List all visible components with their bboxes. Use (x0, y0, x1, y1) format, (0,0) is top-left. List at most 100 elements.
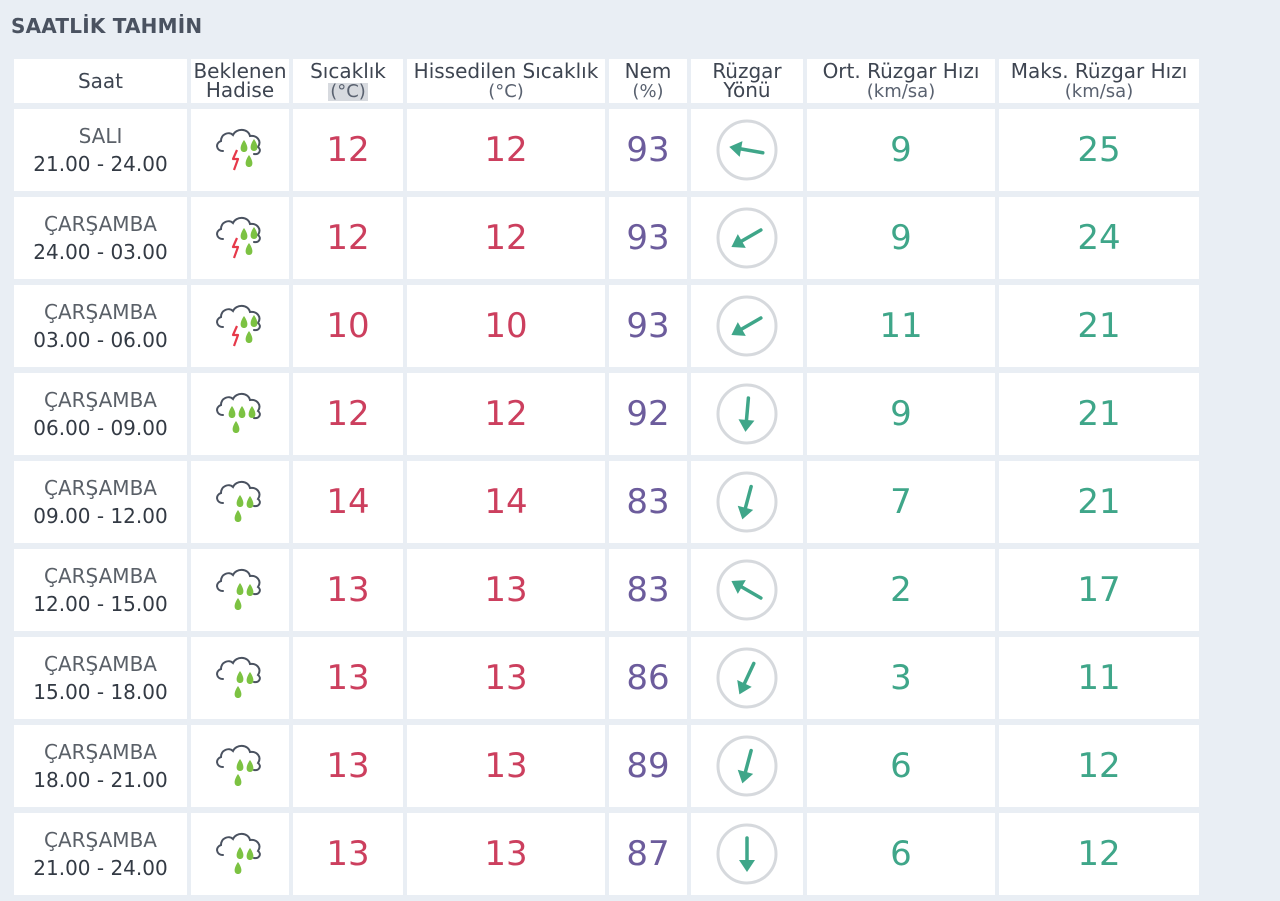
header-humidity: Nem (%) (609, 59, 687, 103)
rain-icon (191, 652, 289, 704)
day-label: ÇARŞAMBA (44, 300, 157, 324)
header-feels-like-unit: (°C) (488, 80, 524, 102)
feels-like-cell: 14 (407, 461, 605, 543)
max-wind-speed-cell: 12 (999, 725, 1199, 807)
max-wind-speed-cell: 21 (999, 461, 1199, 543)
wind-direction-cell (691, 637, 803, 719)
time-range-label: 09.00 - 12.00 (33, 504, 168, 528)
humidity-value: 93 (626, 306, 670, 346)
temperature-cell: 12 (293, 373, 403, 455)
average-wind-speed-value: 11 (879, 306, 923, 346)
average-wind-speed-value: 2 (890, 570, 912, 610)
feels-like-cell: 13 (407, 637, 605, 719)
temperature-cell: 13 (293, 549, 403, 631)
wind-direction-cell (691, 725, 803, 807)
time-cell: ÇARŞAMBA 03.00 - 06.00 (14, 285, 187, 367)
average-wind-speed-cell: 6 (807, 725, 995, 807)
temperature-value: 10 (326, 306, 370, 346)
thunderstorm-rain-icon (191, 124, 289, 176)
wind-direction-arrow-icon (691, 734, 803, 798)
wind-direction-cell (691, 549, 803, 631)
feels-like-value: 10 (484, 306, 528, 346)
feels-like-value: 13 (484, 746, 528, 786)
wind-direction-arrow-icon (691, 118, 803, 182)
time-range-label: 15.00 - 18.00 (33, 680, 168, 704)
table-row: SALI 21.00 - 24.00 12 12 93 9 25 (14, 109, 1199, 191)
max-wind-speed-value: 24 (1077, 218, 1121, 258)
average-wind-speed-value: 9 (890, 394, 912, 434)
max-wind-speed-value: 17 (1077, 570, 1121, 610)
humidity-cell: 89 (609, 725, 687, 807)
table-row: ÇARŞAMBA 12.00 - 15.00 13 13 83 2 17 (14, 549, 1199, 631)
humidity-cell: 92 (609, 373, 687, 455)
table-row: ÇARŞAMBA 03.00 - 06.00 10 10 93 11 21 (14, 285, 1199, 367)
table-header-row: Saat Beklenen Hadise Sıcaklık (°C) Hisse… (14, 59, 1199, 103)
feels-like-value: 12 (484, 218, 528, 258)
average-wind-speed-cell: 9 (807, 197, 995, 279)
weather-cell (191, 813, 289, 895)
day-label: ÇARŞAMBA (44, 828, 157, 852)
max-wind-speed-cell: 25 (999, 109, 1199, 191)
header-humidity-label: Nem (624, 58, 672, 83)
temperature-value: 12 (326, 394, 370, 434)
weather-cell (191, 285, 289, 367)
wind-direction-cell (691, 109, 803, 191)
temperature-value: 12 (326, 130, 370, 170)
rain-icon (191, 828, 289, 880)
rain-icon (191, 740, 289, 792)
time-cell: ÇARŞAMBA 18.00 - 21.00 (14, 725, 187, 807)
feels-like-value: 12 (484, 394, 528, 434)
table-row: ÇARŞAMBA 09.00 - 12.00 14 14 83 7 21 (14, 461, 1199, 543)
weather-cell (191, 197, 289, 279)
table-row: ÇARŞAMBA 24.00 - 03.00 12 12 93 9 24 (14, 197, 1199, 279)
time-range-label: 21.00 - 24.00 (33, 856, 168, 880)
day-label: ÇARŞAMBA (44, 652, 157, 676)
feels-like-cell: 10 (407, 285, 605, 367)
humidity-cell: 93 (609, 197, 687, 279)
day-label: ÇARŞAMBA (44, 476, 157, 500)
humidity-value: 83 (626, 482, 670, 522)
temperature-cell: 13 (293, 637, 403, 719)
feels-like-value: 14 (484, 482, 528, 522)
time-cell: ÇARŞAMBA 24.00 - 03.00 (14, 197, 187, 279)
feels-like-value: 13 (484, 834, 528, 874)
humidity-cell: 93 (609, 285, 687, 367)
header-max-wind-unit: (km/sa) (1064, 80, 1134, 102)
temperature-cell: 12 (293, 197, 403, 279)
wind-direction-arrow-icon (691, 206, 803, 270)
header-wind-direction: Rüzgar Yönü (691, 59, 803, 103)
humidity-cell: 93 (609, 109, 687, 191)
feels-like-cell: 12 (407, 373, 605, 455)
thunderstorm-rain-icon (191, 212, 289, 264)
rain-icon (191, 476, 289, 528)
weather-cell (191, 109, 289, 191)
weather-cell (191, 725, 289, 807)
weather-cell (191, 549, 289, 631)
time-cell: ÇARŞAMBA 21.00 - 24.00 (14, 813, 187, 895)
temperature-cell: 14 (293, 461, 403, 543)
table-row: ÇARŞAMBA 06.00 - 09.00 12 12 92 9 21 (14, 373, 1199, 455)
day-label: ÇARŞAMBA (44, 564, 157, 588)
weather-cell (191, 637, 289, 719)
average-wind-speed-cell: 6 (807, 813, 995, 895)
max-wind-speed-cell: 21 (999, 285, 1199, 367)
header-max-wind-speed: Maks. Rüzgar Hızı (km/sa) (999, 59, 1199, 103)
max-wind-speed-value: 11 (1077, 658, 1121, 698)
temperature-cell: 13 (293, 813, 403, 895)
header-average-wind-label: Ort. Rüzgar Hızı (822, 58, 980, 83)
humidity-value: 87 (626, 834, 670, 874)
max-wind-speed-cell: 17 (999, 549, 1199, 631)
header-wind-direction-label-1: Rüzgar (712, 59, 782, 83)
humidity-value: 89 (626, 746, 670, 786)
average-wind-speed-cell: 7 (807, 461, 995, 543)
header-humidity-unit: (%) (632, 80, 664, 102)
rain-icon (191, 564, 289, 616)
weather-cell (191, 373, 289, 455)
time-range-label: 18.00 - 21.00 (33, 768, 168, 792)
feels-like-value: 12 (484, 130, 528, 170)
max-wind-speed-cell: 24 (999, 197, 1199, 279)
humidity-value: 83 (626, 570, 670, 610)
heavy-rain-icon (191, 388, 289, 440)
temperature-value: 14 (326, 482, 370, 522)
time-range-label: 12.00 - 15.00 (33, 592, 168, 616)
